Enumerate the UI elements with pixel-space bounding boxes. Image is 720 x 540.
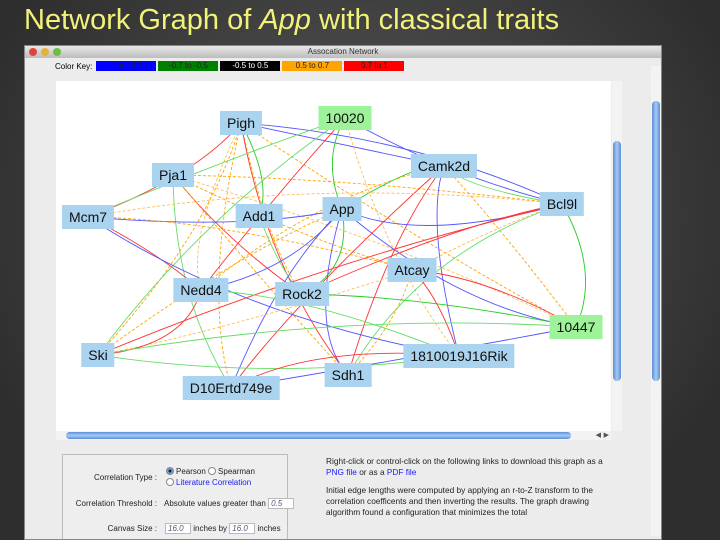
- threshold-input[interactable]: 0.5: [268, 498, 295, 509]
- edge: [200, 289, 460, 357]
- edge: [172, 174, 563, 205]
- edge: [341, 203, 563, 226]
- edge: [218, 122, 242, 389]
- zoom-icon[interactable]: [53, 48, 61, 56]
- edge: [325, 208, 349, 376]
- edge: [200, 117, 346, 291]
- scroll-left-icon[interactable]: ◀: [595, 432, 601, 439]
- edge: [301, 293, 577, 328]
- node-rock2[interactable]: Rock2: [275, 282, 329, 306]
- color-key-label: Color Key:: [55, 61, 93, 71]
- edge: [172, 174, 413, 271]
- node-10020[interactable]: 10020: [318, 106, 372, 130]
- key-swatch: 0.7 to 1: [344, 61, 405, 71]
- node-d10ertd749e[interactable]: D10Ertd749e: [182, 376, 280, 400]
- edge: [347, 165, 445, 376]
- scroll-right-icon[interactable]: ▶: [603, 432, 609, 439]
- title-text: Network Graph of: [24, 4, 260, 36]
- pearson-label: Pearson: [176, 467, 206, 476]
- inches-by-text: inches by: [193, 524, 228, 533]
- info-text-2: or as a: [356, 467, 387, 477]
- edge: [97, 269, 413, 356]
- slide-title: Network Graph of App with classical trai…: [24, 4, 559, 37]
- canvas-height-input[interactable]: 16.0: [229, 523, 256, 534]
- edge: [561, 203, 586, 328]
- node-sdh1[interactable]: Sdh1: [324, 363, 372, 387]
- title-text: with classical traits: [310, 4, 560, 36]
- close-icon[interactable]: [29, 48, 37, 56]
- key-swatch: 0.5 to 0.7: [282, 61, 343, 71]
- edge: [172, 174, 577, 328]
- info-paragraph: Initial edge lengths were computed by ap…: [326, 485, 594, 517]
- canvas-vertical-scrollbar[interactable]: [612, 81, 622, 431]
- edge: [87, 216, 413, 271]
- edge: [87, 192, 563, 218]
- literature-label[interactable]: Literature Correlation: [176, 478, 252, 487]
- canvas-horizontal-scrollbar[interactable]: ◀ ▶: [56, 431, 611, 440]
- node-10447[interactable]: 10447: [549, 315, 603, 339]
- scroll-thumb[interactable]: [652, 101, 660, 381]
- key-swatch: -1 to -0.7: [96, 61, 157, 71]
- node-mcm7[interactable]: Mcm7: [61, 205, 115, 229]
- node-ski[interactable]: Ski: [81, 343, 115, 367]
- edge: [240, 122, 577, 328]
- pdf-file-link[interactable]: PDF file: [386, 467, 417, 477]
- inches-text: inches: [257, 524, 281, 533]
- key-swatch: -0.5 to 0.5: [220, 61, 281, 71]
- spearman-label: Spearman: [218, 467, 255, 476]
- minimize-icon[interactable]: [41, 48, 49, 56]
- edge: [344, 117, 460, 357]
- color-key: Color Key: -1 to -0.7 -0.7 to -0.5 -0.5 …: [55, 61, 405, 71]
- node-add1[interactable]: Add1: [235, 204, 283, 228]
- edge: [341, 208, 577, 328]
- pearson-radio[interactable]: [166, 467, 174, 475]
- window-vertical-scrollbar[interactable]: [651, 66, 661, 536]
- node-pja1[interactable]: Pja1: [151, 163, 195, 187]
- title-bar: Assocation Network: [25, 46, 661, 58]
- node-pigh[interactable]: Pigh: [219, 111, 263, 135]
- node-camk2d[interactable]: Camk2d: [410, 154, 478, 178]
- node-1810019j16rik[interactable]: 1810019J16Rik: [403, 344, 515, 368]
- edge: [87, 216, 460, 357]
- edge: [87, 117, 346, 218]
- threshold-label: Correlation Threshold :: [75, 499, 157, 508]
- edge: [97, 117, 346, 356]
- correlation-type-label: Correlation Type :: [94, 473, 157, 482]
- edge: [172, 174, 303, 295]
- edge: [97, 203, 563, 356]
- edge: [87, 208, 343, 223]
- edge: [97, 122, 242, 356]
- options-form: Correlation Type : Pearson Spearman Lite…: [62, 454, 295, 539]
- literature-radio[interactable]: [166, 478, 174, 486]
- node-nedd4[interactable]: Nedd4: [173, 278, 229, 302]
- canvas-size-label: Canvas Size :: [107, 524, 157, 533]
- window-title: Assocation Network: [307, 47, 379, 56]
- scroll-thumb[interactable]: [613, 141, 621, 381]
- edge: [197, 122, 242, 291]
- info-text: Right-click or control-click on the foll…: [326, 456, 616, 525]
- threshold-text: Absolute values greater than: [164, 499, 266, 508]
- spearman-radio[interactable]: [208, 467, 217, 475]
- edge: [301, 203, 563, 295]
- scroll-thumb[interactable]: [66, 432, 571, 439]
- edge: [172, 174, 349, 376]
- edge: [240, 122, 563, 205]
- node-atcay[interactable]: Atcay: [387, 258, 437, 282]
- png-file-link[interactable]: PNG file: [326, 467, 357, 477]
- edge: [436, 165, 460, 357]
- canvas-width-input[interactable]: 16.0: [165, 523, 191, 534]
- network-canvas[interactable]: Pigh 10020 Pja1 Camk2d Mcm7 Add1 App Bcl9l Atcay…: [56, 81, 611, 431]
- edge: [240, 122, 349, 376]
- title-gene: App: [259, 4, 311, 36]
- node-bcl9l[interactable]: Bcl9l: [539, 192, 585, 216]
- edge: [332, 117, 346, 210]
- edge: [443, 165, 577, 328]
- node-app[interactable]: App: [322, 197, 362, 221]
- association-network-window: Assocation Network Color Key: -1 to -0.7…: [24, 45, 662, 540]
- info-text-1: Right-click or control-click on the foll…: [326, 456, 603, 466]
- key-swatch: -0.7 to -0.5: [158, 61, 219, 71]
- edge: [97, 322, 577, 356]
- edge: [97, 208, 343, 356]
